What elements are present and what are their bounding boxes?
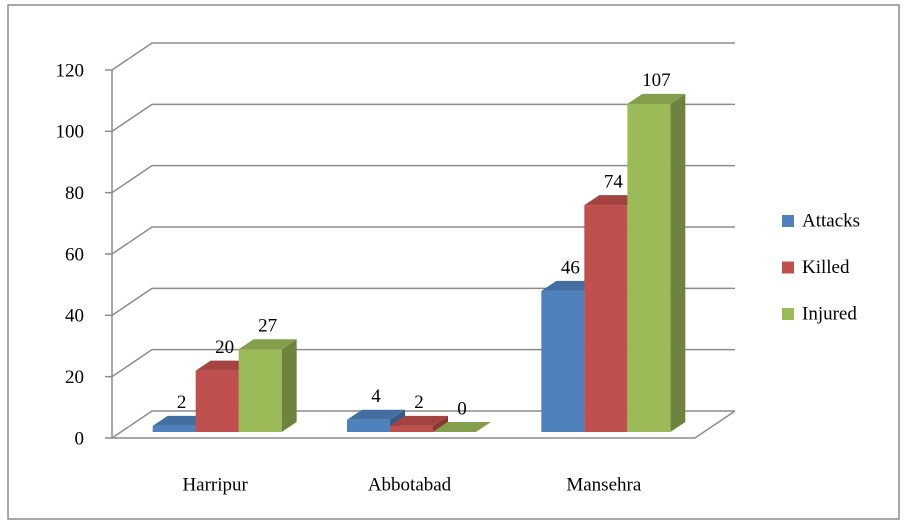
legend-label: Killed <box>802 257 850 278</box>
data-label: 107 <box>642 70 671 91</box>
bar-top <box>347 409 405 420</box>
y-tick-label: 80 <box>65 183 84 204</box>
grid-line <box>111 348 735 378</box>
bar-front <box>238 349 282 432</box>
bar-top <box>238 339 297 350</box>
bar <box>238 339 297 432</box>
data-label: 0 <box>457 398 467 419</box>
grid-line <box>111 410 735 439</box>
bar-front <box>390 425 433 432</box>
bar-side <box>281 339 297 432</box>
y-tick-label: 120 <box>56 60 85 81</box>
bar-top <box>433 422 491 432</box>
bar-front <box>195 370 239 432</box>
x-tick-label: Abbotabad <box>368 474 452 495</box>
data-label: 2 <box>414 392 424 413</box>
legend-swatch <box>782 308 794 320</box>
floor-edge <box>694 410 736 439</box>
data-label: 74 <box>604 171 624 192</box>
bar-side <box>433 415 448 432</box>
grid-line <box>111 164 735 194</box>
legend-label: Attacks <box>802 210 860 231</box>
x-tick-label: Harripur <box>182 474 248 495</box>
bar-side <box>670 93 686 432</box>
bar <box>627 93 686 432</box>
bar <box>433 422 491 432</box>
bar-top <box>390 415 448 426</box>
grid-line <box>111 42 735 71</box>
chart-border <box>7 4 900 520</box>
bar-front <box>627 103 671 432</box>
bar-front <box>584 205 628 432</box>
legend-swatch <box>782 261 794 274</box>
y-tick-label: 20 <box>65 367 84 388</box>
y-tick-label: 100 <box>56 122 85 143</box>
y-tick-label: 40 <box>65 306 84 327</box>
data-label: 27 <box>258 316 277 337</box>
data-label: 20 <box>215 337 234 358</box>
bar-front <box>347 419 390 432</box>
y-tick-label: 0 <box>75 428 85 449</box>
bar-top <box>627 93 686 104</box>
x-tick-label: Mansehra <box>566 474 641 495</box>
data-label: 2 <box>177 392 187 413</box>
grid-line <box>111 287 735 316</box>
legend-swatch <box>782 215 794 227</box>
y-tick-label: 60 <box>65 244 84 265</box>
bar-front <box>152 425 196 432</box>
legend-label: Injured <box>802 303 857 324</box>
grid-line <box>111 226 735 255</box>
grid-line <box>111 103 735 132</box>
bar <box>390 415 448 432</box>
data-label: 46 <box>561 257 580 278</box>
data-label: 4 <box>371 386 381 407</box>
bar-front <box>541 290 585 432</box>
